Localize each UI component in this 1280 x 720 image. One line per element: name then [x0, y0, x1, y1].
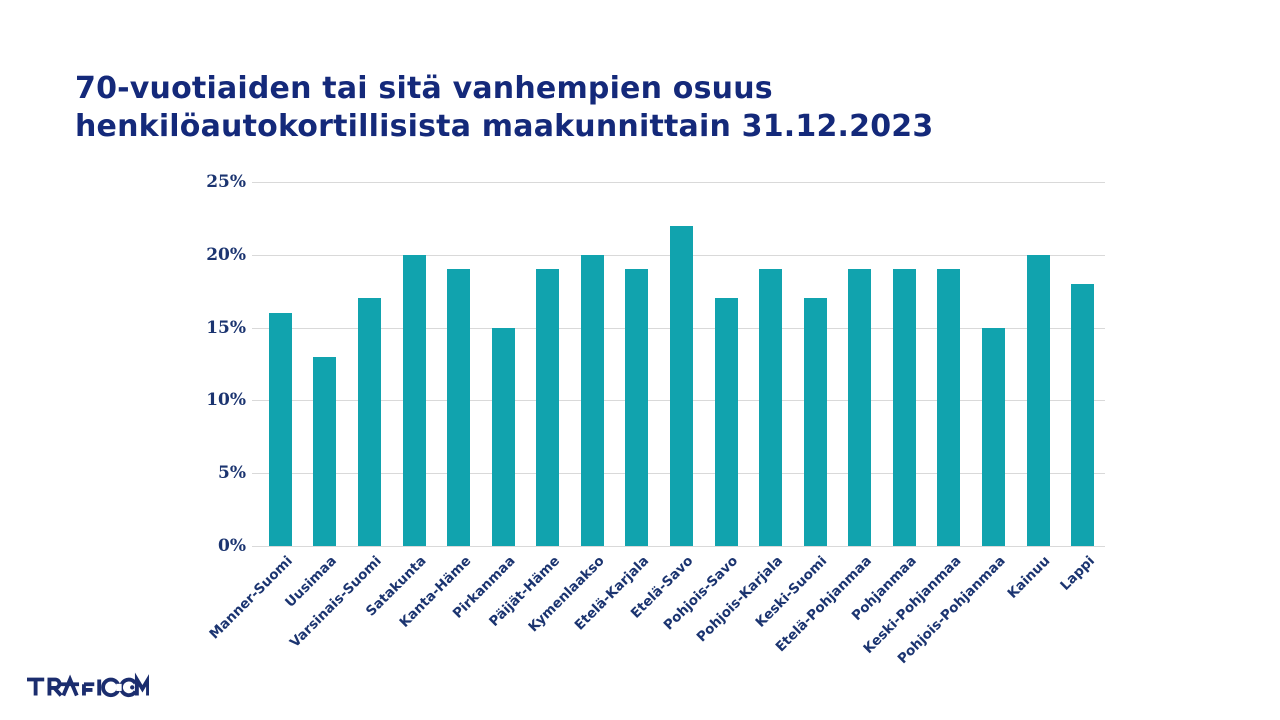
traficom-logo [27, 672, 149, 698]
y-axis-labels: 0% 5% 10% 15% 20% 25% [75, 172, 246, 556]
y-tick-label: 15% [206, 317, 246, 338]
bar-slot [615, 182, 660, 546]
bar-slot [838, 182, 883, 546]
y-tick-label: 25% [206, 172, 246, 192]
bar-slot [303, 182, 348, 546]
bar-slot [392, 182, 437, 546]
bar-slot [927, 182, 972, 546]
bar-slot [882, 182, 927, 546]
y-tick-label: 20% [206, 244, 246, 265]
logo-c-gap [116, 683, 122, 691]
bar [357, 298, 381, 546]
logo-letter-a [60, 674, 80, 697]
bar [491, 327, 515, 546]
bars-row [258, 182, 1105, 546]
bar [669, 225, 693, 546]
bar [759, 269, 783, 546]
x-tick-label: Kainuu [1004, 553, 1054, 602]
bar [447, 269, 471, 546]
bar [1071, 283, 1095, 546]
bar [848, 269, 872, 546]
bar [536, 269, 560, 546]
bar [803, 298, 827, 546]
bar [982, 327, 1006, 546]
bar [580, 254, 604, 546]
bar-slot [347, 182, 392, 546]
y-tick-label: 5% [218, 463, 246, 484]
bar [625, 269, 649, 546]
logo-letter-f [82, 682, 95, 696]
bar-slot [525, 182, 570, 546]
bar-slot [659, 182, 704, 546]
bar [892, 269, 916, 546]
y-tick-label: 0% [218, 536, 246, 556]
logo-letter-t [27, 677, 45, 696]
bar [313, 356, 337, 546]
bar [937, 269, 961, 546]
bar-slot [1016, 182, 1061, 546]
bar-slot [1060, 182, 1105, 546]
bar-slot [704, 182, 749, 546]
bar [714, 298, 738, 546]
bar-slot [748, 182, 793, 546]
bar-slot [793, 182, 838, 546]
y-tick-label: 10% [206, 390, 246, 411]
x-tick-label: Lappi [1057, 553, 1099, 594]
page-title-line2: henkilöautokortillisista maakunnittain 3… [75, 109, 934, 144]
page-title-line1: 70-vuotiaiden tai sitä vanhempien osuus [75, 71, 773, 106]
gridline [252, 182, 1105, 183]
logo-o-dot [130, 685, 135, 690]
bar-slot [971, 182, 1016, 546]
x-axis-labels: Manner-Suomi Uusimaa Varsinais-Suomi Sataku… [206, 550, 1105, 720]
bar-slot [436, 182, 481, 546]
bar-slot [258, 182, 303, 546]
bar [1026, 254, 1050, 546]
logo-letter-r [47, 677, 63, 697]
bar [268, 313, 292, 546]
bar-slot [570, 182, 615, 546]
logo-letter-m [134, 672, 149, 696]
gridline [252, 546, 1105, 547]
page-title: 70-vuotiaiden tai sitä vanhempien osuus … [75, 70, 1175, 146]
bar [402, 254, 426, 546]
bar-slot [481, 182, 526, 546]
